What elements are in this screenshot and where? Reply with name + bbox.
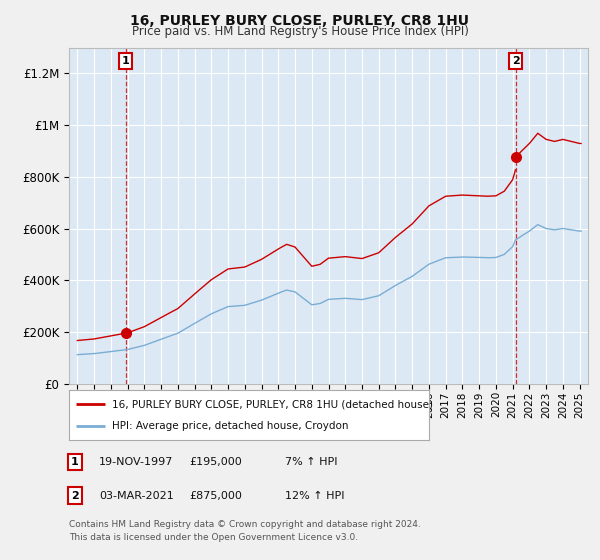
Text: 16, PURLEY BURY CLOSE, PURLEY, CR8 1HU (detached house): 16, PURLEY BURY CLOSE, PURLEY, CR8 1HU (…: [112, 399, 433, 409]
Text: 03-MAR-2021: 03-MAR-2021: [99, 491, 174, 501]
Text: £875,000: £875,000: [189, 491, 242, 501]
Text: 2: 2: [71, 491, 79, 501]
Text: 19-NOV-1997: 19-NOV-1997: [99, 457, 173, 467]
Text: 7% ↑ HPI: 7% ↑ HPI: [285, 457, 337, 467]
Text: Price paid vs. HM Land Registry's House Price Index (HPI): Price paid vs. HM Land Registry's House …: [131, 25, 469, 38]
Text: Contains HM Land Registry data © Crown copyright and database right 2024.: Contains HM Land Registry data © Crown c…: [69, 520, 421, 529]
Text: 12% ↑ HPI: 12% ↑ HPI: [285, 491, 344, 501]
Text: 1: 1: [122, 56, 130, 66]
Text: HPI: Average price, detached house, Croydon: HPI: Average price, detached house, Croy…: [112, 421, 349, 431]
Text: 16, PURLEY BURY CLOSE, PURLEY, CR8 1HU: 16, PURLEY BURY CLOSE, PURLEY, CR8 1HU: [131, 14, 470, 28]
Text: This data is licensed under the Open Government Licence v3.0.: This data is licensed under the Open Gov…: [69, 533, 358, 542]
Text: 1: 1: [71, 457, 79, 467]
Text: £195,000: £195,000: [189, 457, 242, 467]
Text: 2: 2: [512, 56, 520, 66]
